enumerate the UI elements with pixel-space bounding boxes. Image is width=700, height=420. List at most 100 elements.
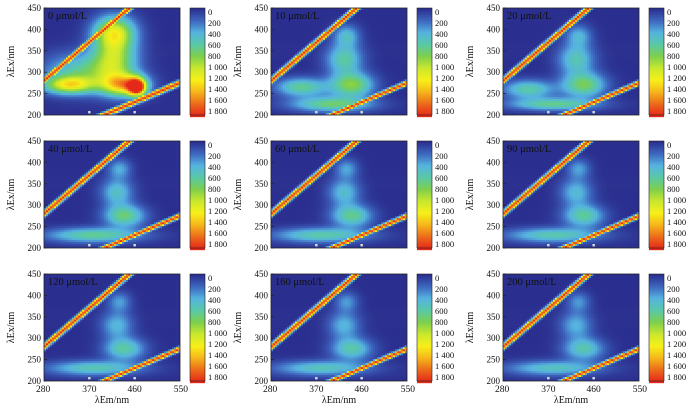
heatmap-cell (112, 61, 115, 64)
heatmap-cell (64, 37, 67, 40)
heatmap-cell (48, 21, 51, 25)
heatmap-cell (315, 77, 318, 80)
heatmap-cell (158, 61, 161, 64)
heatmap-cell (70, 109, 73, 112)
heatmap-cell (114, 107, 117, 110)
heatmap-cell (277, 97, 280, 100)
heatmap-cell (132, 89, 135, 92)
heatmap-cell (52, 8, 55, 11)
heatmap-cell (176, 61, 179, 64)
heatmap-cell (303, 109, 306, 112)
heatmap-cell (166, 83, 169, 86)
heatmap-cell (132, 65, 135, 68)
heatmap-cell (98, 87, 101, 90)
heatmap-cell (64, 93, 67, 96)
heatmap-cell (122, 81, 125, 84)
heatmap-cell (299, 19, 302, 23)
heatmap-cell (158, 99, 161, 102)
heatmap-cell (56, 77, 59, 80)
heatmap-cell (140, 105, 143, 108)
heatmap-cell (162, 35, 165, 39)
heatmap-cell (301, 25, 304, 29)
heatmap-cell (277, 109, 280, 112)
heatmap-cell (122, 25, 125, 29)
colorbar-step (190, 76, 205, 80)
heatmap-cell (313, 61, 316, 64)
heatmap-cell (62, 89, 65, 92)
heatmap-cell (172, 87, 175, 90)
heatmap-cell (100, 9, 103, 13)
heatmap-cell (271, 31, 274, 35)
heatmap-cell (100, 77, 103, 80)
heatmap-cell (176, 97, 179, 100)
heatmap-cell (52, 81, 55, 84)
heatmap-cell (150, 41, 153, 44)
heatmap-cell (100, 8, 103, 11)
heatmap-cell (303, 39, 306, 42)
heatmap-cell (144, 13, 147, 17)
heatmap-cell (102, 87, 105, 90)
heatmap-cell (281, 67, 284, 70)
heatmap-cell (60, 63, 63, 66)
heatmap-cell (90, 8, 93, 11)
heatmap-cell (168, 109, 171, 112)
heatmap-cell (44, 47, 47, 50)
heatmap-cell (168, 105, 171, 108)
heatmap-cell (48, 65, 51, 68)
heatmap-cell (299, 95, 302, 98)
colorbar-step (190, 78, 205, 81)
heatmap-cell (305, 41, 308, 44)
heatmap-cell (78, 19, 81, 23)
heatmap-cell (158, 101, 161, 104)
heatmap-cell (176, 81, 179, 84)
heatmap-cell (102, 99, 105, 102)
heatmap-cell (130, 53, 133, 56)
heatmap-cell (152, 17, 155, 21)
heatmap-cell (106, 17, 109, 21)
heatmap-cell (301, 37, 304, 40)
heatmap-cell (98, 113, 101, 115)
heatmap-cell (108, 87, 111, 90)
heatmap-cell (160, 71, 163, 74)
heatmap-cell (168, 101, 171, 104)
heatmap-cell (275, 39, 278, 42)
heatmap-cell (285, 61, 288, 64)
heatmap-cell (114, 79, 117, 82)
heatmap-cell (90, 109, 93, 112)
heatmap-cell (80, 49, 83, 52)
heatmap-cell (80, 59, 83, 62)
heatmap-cell (90, 9, 93, 13)
heatmap-cell (120, 87, 123, 90)
heatmap-cell (50, 85, 53, 88)
heatmap-cell (124, 59, 127, 62)
heatmap-cell (84, 81, 87, 84)
heatmap-cell (50, 71, 53, 74)
heatmap-cell (98, 8, 101, 11)
heatmap-cell (92, 105, 95, 108)
heatmap-cell (134, 47, 137, 50)
heatmap-cell (112, 43, 115, 46)
heatmap-cell (285, 105, 288, 108)
heatmap-cell (172, 49, 175, 52)
heatmap-cell (44, 101, 47, 104)
heatmap-cell (50, 67, 53, 70)
heatmap-cell (305, 53, 308, 56)
heatmap-cell (315, 31, 318, 35)
heatmap-cell (154, 99, 157, 102)
heatmap-cell (80, 15, 83, 19)
heatmap-cell (162, 39, 165, 42)
heatmap-cell (102, 49, 105, 52)
heatmap-cell (64, 87, 67, 90)
heatmap-cell (58, 109, 61, 112)
heatmap-cell (146, 63, 149, 66)
heatmap-cell (293, 15, 296, 19)
heatmap-cell (293, 95, 296, 98)
heatmap-cell (76, 79, 79, 82)
heatmap-cell (118, 43, 121, 46)
heatmap-cell (166, 33, 169, 37)
heatmap-cell (170, 43, 173, 46)
heatmap-cell (277, 77, 280, 80)
heatmap-cell (291, 91, 294, 94)
heatmap-cell (124, 45, 127, 48)
heatmap-cell (146, 29, 149, 33)
